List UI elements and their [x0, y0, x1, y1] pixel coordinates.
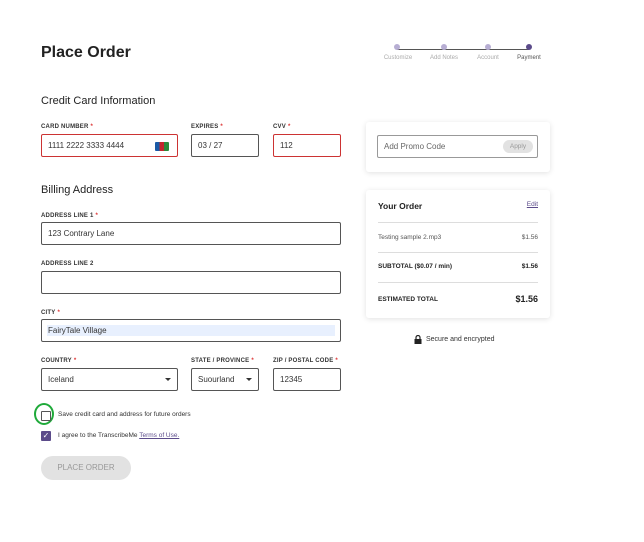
input-value: 03 / 27 [198, 141, 223, 150]
agree-text: I agree to the TranscribeMe [58, 432, 138, 439]
edit-link[interactable]: Edit [526, 201, 538, 208]
row-value: $1.56 [521, 234, 538, 241]
field-label: ADDRESS LINE 1 * [41, 213, 98, 219]
order-row: Testing sample 2.mp3 $1.56 [378, 234, 538, 241]
field-label: ZIP / POSTAL CODE * [273, 358, 338, 364]
label-text: CITY [41, 310, 56, 316]
field-label: CARD NUMBER * [41, 124, 93, 130]
address1-input[interactable]: 123 Contrary Lane [41, 222, 341, 245]
required: * [73, 358, 77, 364]
highlight-circle [34, 403, 54, 425]
card-number-input[interactable]: 1111 2222 3333 4444 [41, 134, 178, 157]
row-value: $1.56 [515, 294, 538, 304]
agree-checkbox[interactable]: ✓ [41, 431, 51, 441]
step-label: Payment [517, 55, 541, 61]
promo-card: Add Promo Code Apply [366, 122, 550, 172]
field-label: CITY * [41, 310, 60, 316]
input-value: Iceland [48, 375, 74, 384]
label-text: ZIP / POSTAL CODE [273, 358, 334, 364]
required: * [57, 310, 61, 316]
place-order-button[interactable]: PLACE ORDER [41, 456, 131, 480]
section-heading: Billing Address [41, 184, 114, 196]
field-label: EXPIRES * [191, 124, 223, 130]
address2-input[interactable] [41, 271, 341, 294]
row-value: $1.56 [521, 263, 538, 270]
row-label: Testing sample 2.mp3 [378, 234, 442, 241]
caret [246, 378, 252, 384]
separator [378, 222, 538, 223]
order-heading: Your Order [378, 201, 423, 211]
input-value: Suourland [198, 375, 235, 384]
label-text: STATE / PROVINCE [191, 358, 250, 364]
step-label: Account [477, 55, 499, 61]
step-dot [441, 44, 447, 50]
label-text: ADDRESS LINE 1 [41, 213, 94, 219]
row-label: SUBTOTAL ($0.07 / min) [378, 263, 453, 270]
step-dot [526, 44, 532, 50]
required: * [287, 124, 291, 130]
card-brand-icon [155, 142, 169, 151]
promo-input[interactable]: Add Promo Code Apply [377, 135, 538, 158]
apply-button[interactable]: Apply [503, 140, 533, 153]
field-label: STATE / PROVINCE * [191, 358, 254, 364]
step-dot [485, 44, 491, 50]
required: * [90, 124, 94, 130]
input-value: 112 [280, 141, 293, 150]
terms-link[interactable]: Terms of Use. [139, 432, 180, 439]
placeholder: Add Promo Code [384, 142, 446, 151]
separator [378, 252, 538, 253]
row-label: ESTIMATED TOTAL [378, 295, 438, 303]
expires-input[interactable]: 03 / 27 [191, 134, 259, 157]
order-header: Your Order Edit [378, 201, 538, 211]
required: * [95, 213, 99, 219]
order-row: ESTIMATED TOTAL $1.56 [378, 294, 538, 304]
lock-icon [414, 335, 422, 344]
section-heading: Credit Card Information [41, 95, 156, 107]
input-value: 12345 [280, 375, 303, 384]
order-card: Your Order Edit Testing sample 2.mp3 $1.56… [366, 190, 550, 318]
label-text: CVV [273, 124, 286, 130]
step-dot [394, 44, 400, 50]
field-label: CVV * [273, 124, 290, 130]
step-line [397, 49, 529, 50]
separator [378, 282, 538, 283]
label-text: CARD NUMBER [41, 124, 89, 130]
city-input[interactable]: FairyTale Village [41, 319, 341, 342]
input-value: 123 Contrary Lane [48, 229, 115, 238]
checkbox-label: Save credit card and address for future … [58, 411, 191, 418]
label-text: COUNTRY [41, 358, 72, 364]
input-value: FairyTale Village [47, 325, 335, 336]
save-checkbox[interactable] [41, 411, 51, 421]
step-label: Add Notes [429, 55, 459, 61]
field-label: ADDRESS LINE 2 [41, 261, 94, 267]
zip-input[interactable]: 12345 [273, 368, 341, 391]
field-label: COUNTRY * [41, 358, 76, 364]
input-value: 1111 2222 3333 4444 [48, 141, 125, 150]
step-label: Customize [383, 55, 413, 61]
cvv-input[interactable]: 112 [273, 134, 341, 157]
state-select[interactable]: Suourland [191, 368, 259, 391]
required: * [335, 358, 338, 364]
required: * [220, 124, 223, 130]
required: * [251, 358, 254, 364]
secure-text: Secure and encrypted [426, 336, 495, 343]
checkbox-label: I agree to the TranscribeMe Terms of Use… [58, 432, 179, 439]
caret [165, 378, 171, 384]
page-title: Place Order [41, 44, 131, 61]
order-row: SUBTOTAL ($0.07 / min) $1.56 [378, 263, 538, 270]
label-text: EXPIRES [191, 124, 219, 130]
country-select[interactable]: Iceland [41, 368, 178, 391]
